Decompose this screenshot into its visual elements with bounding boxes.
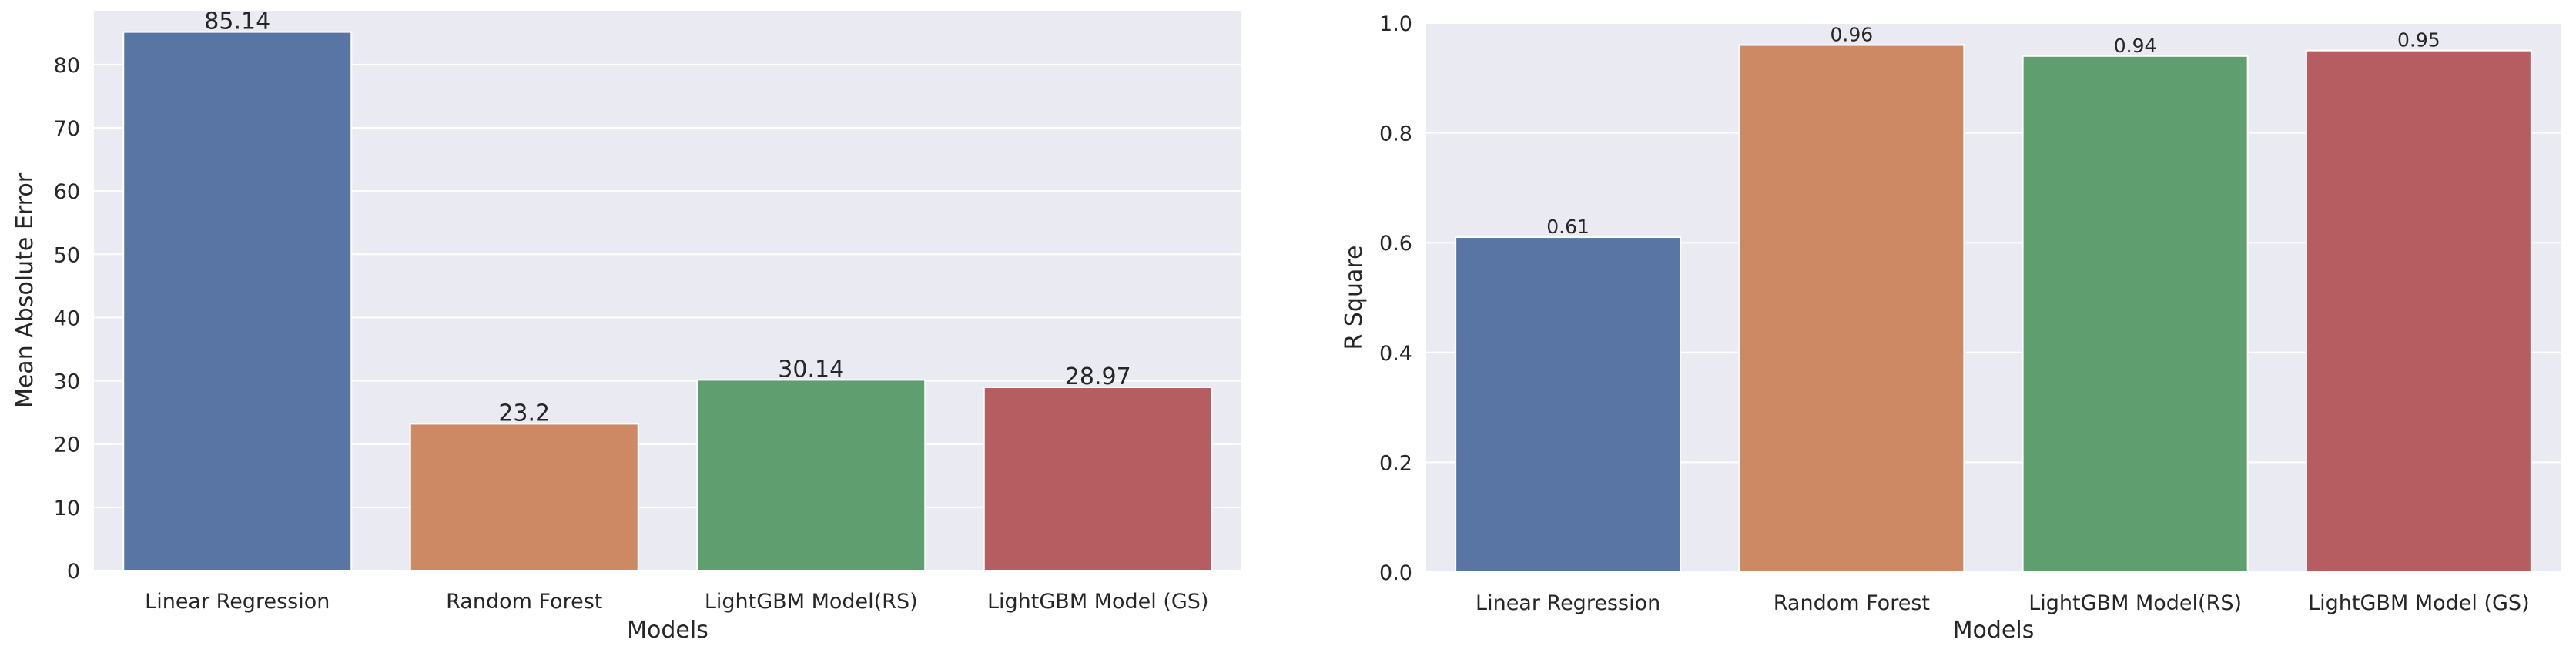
mae-y-tick-label: 30 (54, 370, 80, 394)
mae-x-tick-label: LightGBM Model (GS) (987, 590, 1208, 614)
r-square-y-tick-label: 0.4 (1379, 342, 1412, 366)
mae-bar-random-forest (409, 423, 639, 571)
mae-y-tick-label: 40 (54, 306, 80, 330)
mae-x-tick-label: LightGBM Model(RS) (705, 590, 918, 614)
r-square-y-tick-label: 0.2 (1379, 451, 1412, 475)
r-square-bars (1455, 44, 2532, 573)
r-square-x-axis-title: Models (1953, 617, 2035, 644)
mae-bar-value-labels: 85.14 23.2 30.14 28.97 (204, 8, 1131, 427)
r-square-bar-value-label: 0.95 (2397, 29, 2440, 52)
mae-x-tick-label: Random Forest (446, 590, 602, 614)
r-square-x-tick-labels: Linear Regression Random Forest LightGBM M… (1476, 591, 2530, 615)
r-square-y-tick-label: 0.0 (1379, 561, 1412, 585)
r-square-y-tick-label: 0.6 (1379, 232, 1412, 256)
r-square-bar-lightgbm-rs (2022, 55, 2249, 573)
mae-bar-value-label: 23.2 (498, 400, 550, 427)
mae-chart: 85.14 23.2 30.14 28.97 0 10 20 30 40 50 60 70 80 Li… (12, 8, 1241, 644)
r-square-chart: 0.61 0.96 0.94 0.95 0.0 0.2 0.4 0.6 0.8 1.0 Line… (1341, 12, 2561, 644)
r-square-x-tick-label: Linear Regression (1476, 591, 1660, 615)
r-square-bar-value-labels: 0.61 0.96 0.94 0.95 (1546, 24, 2440, 239)
mae-y-tick-label: 70 (54, 117, 80, 141)
r-square-x-tick-label: LightGBM Model(RS) (2028, 591, 2242, 615)
mae-x-tick-labels: Linear Regression Random Forest LightGBM M… (145, 590, 1208, 614)
mae-y-tick-label: 0 (67, 560, 80, 584)
r-square-bar-value-label: 0.94 (2114, 35, 2157, 57)
mae-bars (122, 31, 1213, 571)
r-square-bar-random-forest (1738, 44, 1965, 573)
r-square-x-tick-label: Random Forest (1774, 591, 1930, 615)
mae-y-tick-label: 50 (54, 243, 80, 267)
r-square-y-tick-label: 1.0 (1379, 12, 1412, 36)
mae-y-tick-label: 60 (54, 180, 80, 204)
mae-y-tick-labels: 0 10 20 30 40 50 60 70 80 (54, 54, 80, 584)
r-square-x-tick-label: LightGBM Model (GS) (2308, 591, 2529, 615)
mae-bar-value-label: 30.14 (778, 356, 844, 383)
mae-x-tick-label: Linear Regression (145, 590, 330, 614)
r-square-bar-linear-regression (1455, 236, 1682, 573)
mae-bar-value-label: 28.97 (1065, 363, 1131, 390)
r-square-bar-lightgbm-gs (2305, 49, 2532, 573)
r-square-bar-value-label: 0.96 (1831, 24, 1874, 46)
mae-y-tick-label: 20 (54, 433, 80, 457)
mae-bar-lightgbm-rs (696, 379, 926, 571)
mae-y-axis-title: Mean Absolute Error (12, 172, 39, 408)
mae-x-axis-title: Models (627, 617, 708, 644)
mae-y-tick-label: 80 (54, 54, 80, 78)
r-square-bar-value-label: 0.61 (1546, 216, 1589, 238)
mae-bar-value-label: 85.14 (204, 8, 270, 35)
mae-y-tick-label: 10 (54, 497, 80, 520)
r-square-y-tick-label: 0.8 (1379, 122, 1412, 146)
mae-bar-linear-regression (122, 31, 353, 571)
mae-bar-lightgbm-gs (983, 387, 1213, 571)
r-square-y-axis-title: R Square (1341, 246, 1368, 350)
r-square-y-tick-labels: 0.0 0.2 0.4 0.6 0.8 1.0 (1379, 12, 1412, 585)
